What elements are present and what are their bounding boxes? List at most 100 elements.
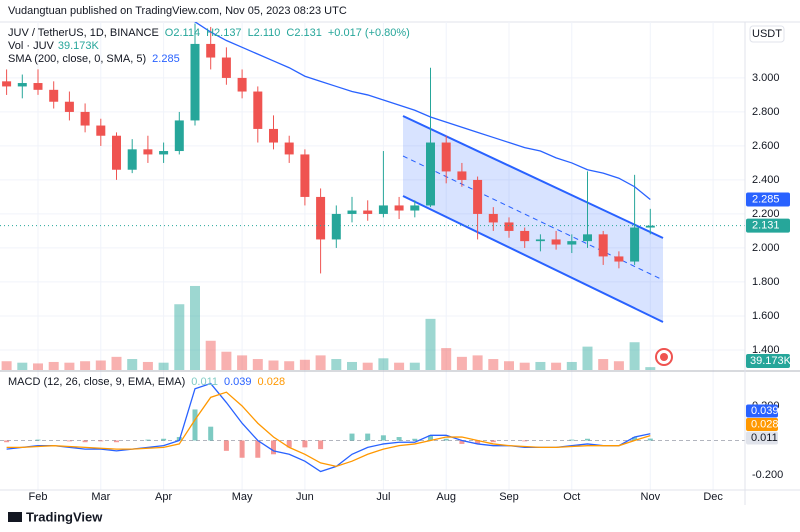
volume-bar — [127, 359, 138, 370]
legend-high: H2.137 — [206, 27, 241, 39]
x-tick-label: May — [232, 491, 253, 503]
currency-box[interactable] — [749, 25, 785, 43]
candle-body — [49, 89, 59, 102]
legend-sma-value: 2.285 — [152, 53, 180, 65]
volume-bar — [613, 361, 624, 370]
candle-body — [598, 234, 608, 257]
volume-bar — [299, 359, 310, 370]
legend-volume-value: 39.173K — [58, 40, 100, 52]
candle-body — [394, 205, 404, 211]
candle-body — [143, 149, 153, 155]
candle-body — [206, 43, 216, 58]
volume-bar — [551, 362, 562, 370]
legend-volume: Vol · JUV 39.173K — [8, 40, 100, 52]
candle-body — [127, 149, 137, 170]
footer-logo: TradingView — [26, 509, 103, 524]
logo-mark — [8, 512, 22, 522]
candle-body — [363, 210, 373, 214]
candle-body — [583, 234, 592, 242]
volume-bar — [488, 359, 499, 370]
macd-histogram-bar — [349, 433, 355, 441]
candle-body — [316, 196, 326, 240]
candle-body — [567, 241, 577, 245]
volume-value-box — [746, 354, 790, 368]
macd-histogram-bar — [380, 435, 386, 441]
macd-histogram-bar — [35, 439, 41, 441]
channel-lower — [402, 195, 664, 323]
y-tick-label: 2.000 — [752, 242, 780, 254]
sma-value-box — [746, 192, 790, 207]
volume-bar — [221, 351, 232, 370]
macd-histogram-bar — [475, 440, 481, 444]
candle-body — [159, 151, 169, 155]
x-tick-label: Oct — [563, 491, 580, 503]
volume-bar — [362, 362, 373, 370]
legend-sma: SMA (200, close, 0, SMA, 5) 2.285 — [8, 53, 180, 65]
macd-value-box — [746, 404, 778, 418]
volume-bar — [268, 360, 279, 370]
candle-body — [96, 125, 106, 136]
candle-body — [2, 81, 12, 87]
volume-bar — [237, 355, 248, 370]
volume-bar — [284, 361, 295, 370]
candle-body — [426, 142, 435, 206]
candle-body — [441, 142, 451, 172]
legend-open: O2.114 — [165, 27, 200, 39]
macd-histogram-bar — [208, 426, 214, 441]
volume-bar — [378, 358, 389, 370]
macd-histogram-bar — [318, 440, 324, 450]
x-tick-label: Sep — [499, 491, 519, 503]
macd-histogram-bar — [302, 440, 308, 448]
macd-histogram-bar — [192, 409, 198, 441]
volume-bar — [64, 362, 75, 370]
macd-value-label: 0.011 — [751, 432, 778, 444]
volume-bar — [95, 360, 106, 370]
macd-histogram-bar — [255, 440, 261, 458]
macd-value-box — [746, 418, 778, 431]
volume-bar — [142, 361, 153, 370]
candle-body — [488, 213, 498, 223]
macd-histogram-bar — [412, 438, 418, 441]
legend: JUV / TetherUS, 1D, BINANCE O2.114 H2.137 L… — [8, 27, 410, 388]
volume-bar — [48, 361, 59, 370]
volume-bar — [111, 356, 122, 370]
legend-close: C2.131 — [286, 27, 321, 39]
last-price-box — [746, 218, 790, 233]
volume-bar — [441, 348, 452, 370]
candle-body — [378, 205, 388, 214]
candle-body — [174, 120, 184, 152]
candle-body — [630, 227, 640, 262]
macd-value-label: 0.039 — [751, 405, 779, 417]
volume-bar — [190, 285, 200, 370]
y-tick-label: 1.600 — [752, 310, 780, 322]
volume-bar — [174, 304, 185, 370]
macd-histogram-bar — [286, 440, 292, 448]
candle-body — [17, 83, 27, 87]
macd-histogram-bar — [114, 440, 119, 443]
x-tick-label: Mar — [91, 491, 110, 503]
macd-histogram-bar — [490, 440, 496, 443]
volume-bar — [519, 362, 530, 370]
channel-fill — [403, 116, 663, 322]
sma-line — [193, 22, 651, 200]
legend-symbol: JUV / TetherUS, 1D, BINANCE O2.114 H2.137 L… — [8, 27, 410, 39]
candle-body — [284, 142, 294, 155]
macd-histogram-bar — [365, 433, 371, 441]
currency[interactable]: USDT — [752, 28, 782, 40]
y-tick-label: 1.800 — [752, 276, 780, 288]
volume-bar — [315, 355, 326, 370]
volume-value-label: 39.173K — [750, 355, 792, 367]
legend-macd-signal: 0.028 — [258, 376, 286, 388]
y-tick-label: 1.400 — [752, 344, 780, 356]
macd-histogram-bar — [569, 439, 575, 441]
legend-volume-name: Vol · JUV — [8, 40, 55, 52]
volume-bar — [347, 361, 357, 370]
candle-body — [253, 91, 263, 129]
volume-bar — [1, 361, 12, 370]
candle-body — [504, 222, 514, 231]
macd-histogram-bar — [161, 438, 167, 441]
volume-bar — [566, 361, 577, 370]
macd-histogram-bar — [585, 438, 590, 441]
